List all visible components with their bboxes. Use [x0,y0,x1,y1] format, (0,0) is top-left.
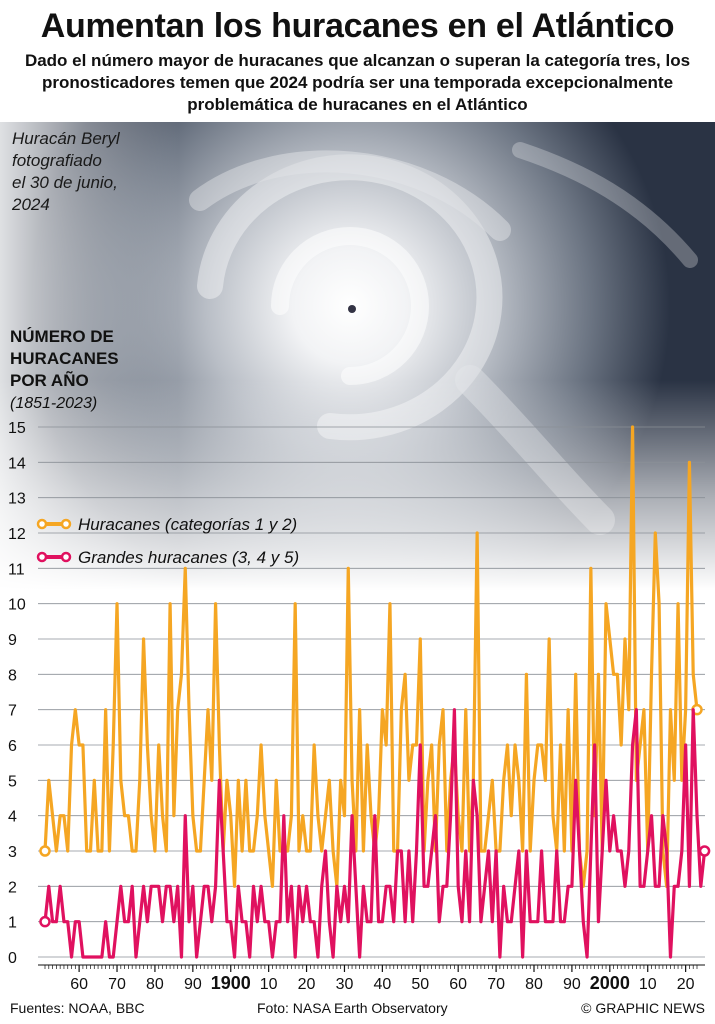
x-tick-label: 40 [373,976,391,993]
y-tick-label: 10 [8,597,26,614]
legend-marker-hurricanes [60,518,72,530]
x-tick-label: 50 [411,976,429,993]
x-tick-label: 70 [487,976,505,993]
y-tick-label: 2 [8,879,17,896]
legend-item-major-hurricanes: Grandes huracanes (3, 4 y 5) [36,548,299,567]
series-lines [39,425,711,959]
y-tick-label: 12 [8,526,26,543]
hurricane-chart: Huracán Beryl fotografiado el 30 de juni… [0,122,715,993]
y-tick-label: 7 [8,703,17,720]
photo-caption-line: 2024 [11,195,50,214]
x-tick-label: 20 [298,976,316,993]
y-tick-label: 5 [8,773,17,790]
y-tick-label: 6 [8,738,17,755]
chart-title-line: POR AÑO [10,370,89,390]
x-tick-label: 70 [108,976,126,993]
y-tick-label: 13 [8,491,26,508]
y-tick-label: 3 [8,844,17,861]
x-tick-label: 60 [70,976,88,993]
legend-marker-hurricanes [36,518,48,530]
y-tick-label: 0 [8,950,17,967]
photo-caption: Huracán Beryl fotografiado el 30 de juni… [11,129,124,214]
y-tick-label: 8 [8,667,17,684]
photo-caption-line: Huracán Beryl [12,129,121,148]
legend-marker-major-hurricanes [36,551,48,563]
x-tick-label: 20 [677,976,695,993]
y-tick-label: 15 [8,420,26,437]
x-axis: 60 70 80 90 1900 10 20 30 40 50 60 70 80 90 2000 10 20 [38,964,705,993]
series-end-marker [39,915,51,928]
series-line-hurricanes [43,425,699,888]
series-end-marker [39,845,51,857]
page-title: Aumentan los huracanes en el Atlántico [40,7,675,45]
y-tick-label: 1 [8,915,17,932]
footer-sources: Fuentes: NOAA, BBC [10,1000,145,1016]
series-line-major-hurricanes [43,708,707,959]
x-tick-label: 1900 [211,973,251,993]
x-tick-label: 60 [449,976,467,993]
chart-title: NÚMERO DE HURACANES POR AÑO [10,327,123,390]
x-tick-label: 10 [260,976,278,993]
photo-caption-line: el 30 de junio, [12,173,118,192]
page-subtitle: Dado el número mayor de huracanes que al… [24,51,691,114]
legend-label-hurricanes: Huracanes (categorías 1 y 2) [78,515,297,534]
footer-photo-credit: Foto: NASA Earth Observatory [257,1000,448,1016]
x-tick-label: 90 [563,976,581,993]
chart-title-line: HURACANES [10,349,119,368]
chart-title-line: NÚMERO DE [10,327,114,346]
y-tick-label: 11 [8,561,25,578]
y-tick-label: 4 [8,809,17,826]
gridlines [38,426,705,958]
legend-label-major-hurricanes: Grandes huracanes (3, 4 y 5) [78,548,299,567]
photo-caption-line: fotografiado [12,151,102,170]
x-tick-label: 10 [639,976,657,993]
legend-marker-major-hurricanes [60,551,72,563]
legend-item-hurricanes: Huracanes (categorías 1 y 2) [36,515,297,534]
x-tick-label: 2000 [590,973,630,993]
x-tick-label: 90 [184,976,202,993]
footer-copyright: © GRAPHIC NEWS [581,1000,705,1016]
x-tick-label: 80 [146,976,164,993]
y-tick-label: 9 [8,632,17,649]
chart-period: (1851-2023) [10,395,97,412]
x-tick-label: 30 [336,976,354,993]
x-tick-label: 80 [525,976,543,993]
series-end-marker [698,845,711,857]
legend: Huracanes (categorías 1 y 2) Grandes hur… [36,515,299,567]
y-tick-label: 14 [8,455,26,472]
